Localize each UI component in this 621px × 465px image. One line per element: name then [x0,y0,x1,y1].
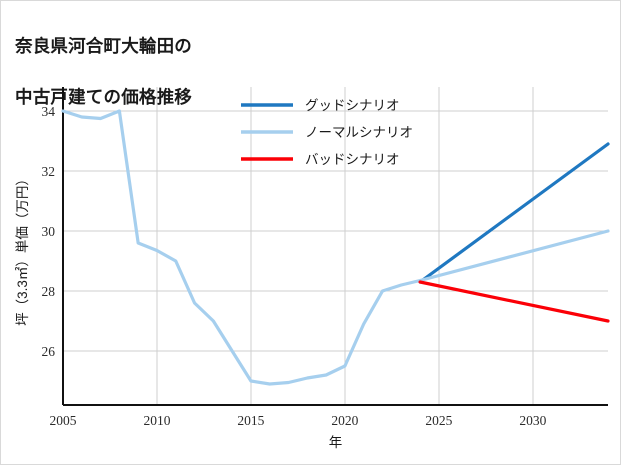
chart-title-line-2: 中古戸建ての価格推移 [15,87,192,108]
x-axis-label: 年 [329,435,343,450]
series-line-bad [418,280,610,323]
series-line-good [418,142,610,284]
y-tick-label: 32 [42,164,56,179]
y-axis-ticks: 26 28 30 32 34 [42,104,56,359]
x-tick-label: 2015 [237,413,264,428]
y-tick-label: 26 [42,344,56,359]
x-tick-label: 2030 [519,413,546,428]
x-tick-label: 2025 [425,413,452,428]
axis-spines [61,87,608,407]
legend-label-1: ノーマルシナリオ [305,125,413,140]
series-line-normal [61,109,610,386]
y-tick-label: 34 [42,104,56,119]
x-axis-ticks: 2005 2010 2015 2020 2025 2030 [50,413,547,428]
x-tick-label: 2010 [143,413,170,428]
data-series [61,109,610,386]
y-axis-label: 坪（3.3㎡）単価（万円） [15,172,30,326]
legend-label-2: バッドシナリオ [305,152,400,167]
x-tick-label: 2005 [50,413,77,428]
gridlines [62,87,608,405]
y-tick-label: 28 [42,284,56,299]
x-tick-label: 2020 [331,413,358,428]
page-title: 奈良県河合町大輪田の 中古戸建ての価格推移 [15,9,415,111]
legend-label-0: グッドシナリオ [305,98,400,113]
chart-title-line-1: 奈良県河合町大輪田の [15,36,192,57]
y-tick-label: 30 [42,224,56,239]
